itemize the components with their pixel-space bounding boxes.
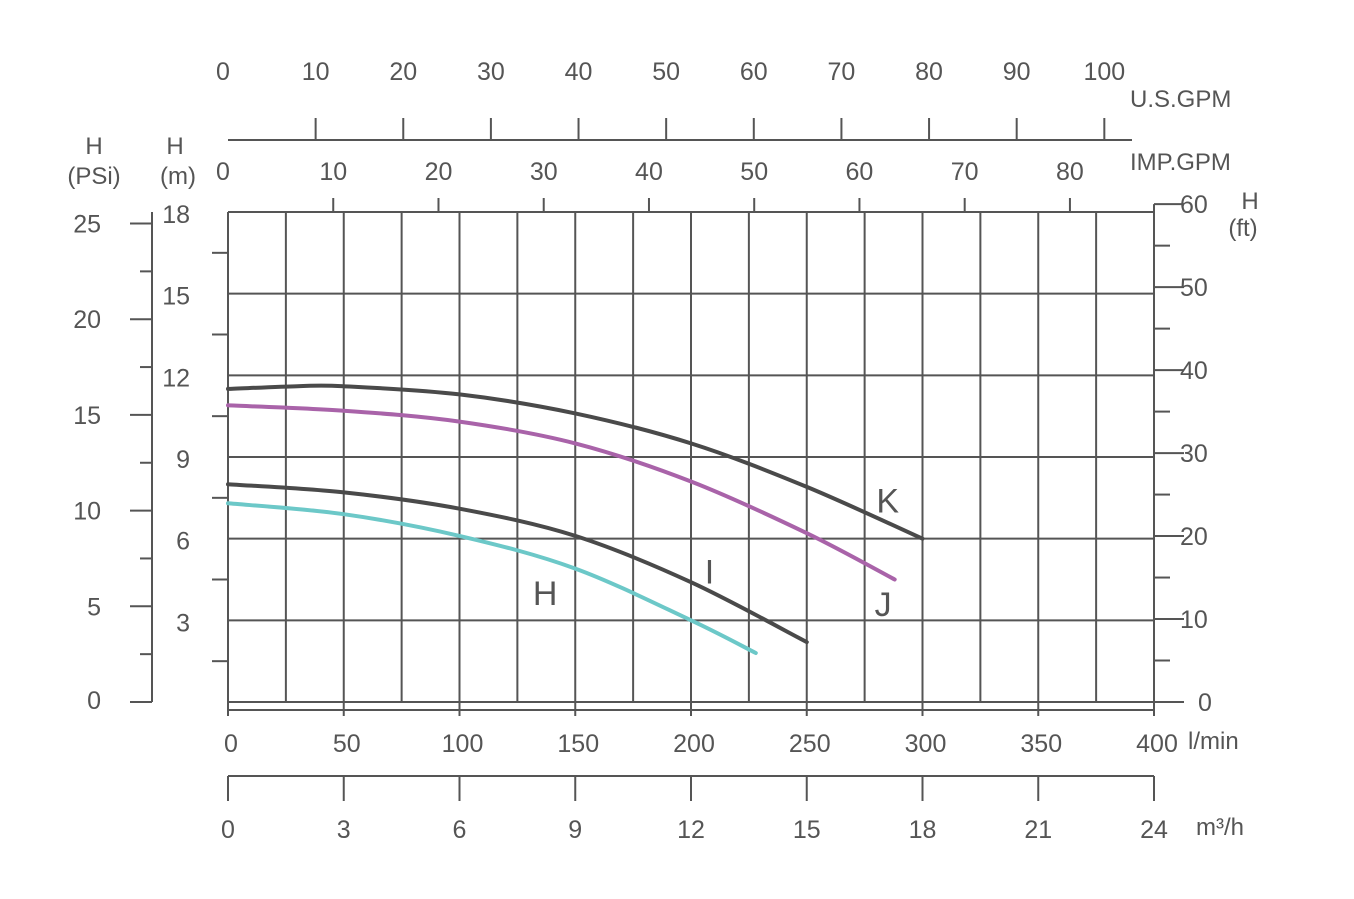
usgpm-tick-label: 10	[302, 58, 330, 86]
m3h-tick-label: 15	[793, 816, 821, 844]
m-tick-label: 12	[162, 364, 190, 392]
psi-tick-label: 20	[73, 306, 101, 334]
m-tick-label: 18	[162, 201, 190, 229]
lmin-tick-label: 250	[789, 730, 831, 758]
ft-tick-label: 60	[1180, 191, 1208, 219]
ft-tick-label: 20	[1180, 523, 1208, 551]
m3h-tick-label: 0	[221, 816, 235, 844]
grid	[227, 211, 1155, 703]
curve-label-i: I	[705, 553, 714, 591]
psi-tick-label: 15	[73, 402, 101, 430]
m-tick-label: 6	[176, 528, 190, 556]
lmin-tick-label: 150	[557, 730, 599, 758]
usgpm-tick-label: 0	[216, 58, 230, 86]
m3h-tick-label: 24	[1140, 816, 1168, 844]
curve-i	[226, 482, 809, 645]
usgpm-tick-label: 30	[477, 58, 505, 86]
usgpm-tick-label: 40	[565, 58, 593, 86]
m3h-tick-label: 3	[337, 816, 351, 844]
m3h-tick-label: 21	[1024, 816, 1052, 844]
psi-tick-label: 25	[73, 211, 101, 239]
lmin-tick-label: 0	[224, 730, 238, 758]
curve-k	[226, 383, 925, 541]
impgpm-tick-label: 0	[216, 158, 230, 186]
curve-label-k: K	[876, 483, 899, 521]
usgpm-tick-label: 100	[1083, 58, 1125, 86]
usgpm-tick-label: 60	[740, 58, 768, 86]
m-tick-label: 15	[162, 283, 190, 311]
impgpm-unit-label: IMP.GPM	[1130, 149, 1231, 176]
impgpm-tick-label: 60	[846, 158, 874, 186]
impgpm-tick-label: 70	[951, 158, 979, 186]
curve-j	[226, 403, 897, 582]
impgpm-tick-label: 40	[635, 158, 663, 186]
curve-label-j: J	[875, 586, 892, 624]
curves	[226, 383, 925, 655]
m3h-tick-label: 12	[677, 816, 705, 844]
ft-tick-label: 0	[1198, 689, 1212, 717]
psi-unit-label-line2: (PSi)	[67, 163, 120, 190]
m3h-tick-label: 6	[453, 816, 467, 844]
impgpm-tick-label: 80	[1056, 158, 1084, 186]
impgpm-tick-label: 20	[425, 158, 453, 186]
ft-tick-label: 30	[1180, 440, 1208, 468]
usgpm-tick-label: 50	[652, 58, 680, 86]
lmin-tick-label: 300	[905, 730, 947, 758]
usgpm-tick-label: 80	[915, 58, 943, 86]
m-tick-label: 9	[176, 446, 190, 474]
m-tick-label: 3	[176, 609, 190, 637]
lmin-tick-label: 350	[1020, 730, 1062, 758]
lmin-tick-label: 200	[673, 730, 715, 758]
curve-h	[226, 501, 758, 655]
lmin-tick-label: 50	[333, 730, 361, 758]
m-unit-label-line1: H	[166, 133, 183, 160]
usgpm-tick-label: 90	[1003, 58, 1031, 86]
axes	[130, 118, 1184, 801]
lmin-unit-label: l/min	[1188, 728, 1239, 755]
usgpm-tick-label: 20	[389, 58, 417, 86]
m-unit-label-line2: (m)	[160, 163, 196, 190]
impgpm-tick-label: 30	[530, 158, 558, 186]
usgpm-unit-label: U.S.GPM	[1130, 86, 1231, 113]
ft-unit-label-line1: H	[1241, 188, 1258, 215]
impgpm-tick-label: 50	[740, 158, 768, 186]
m3h-tick-label: 9	[568, 816, 582, 844]
psi-tick-label: 0	[87, 687, 101, 715]
ft-tick-label: 40	[1180, 357, 1208, 385]
ft-unit-label-line2: (ft)	[1228, 215, 1257, 242]
curve-label-h: H	[533, 575, 558, 613]
psi-tick-label: 10	[73, 498, 101, 526]
usgpm-tick-label: 70	[828, 58, 856, 86]
m3h-tick-label: 18	[909, 816, 937, 844]
m3h-unit-label: m³/h	[1196, 814, 1244, 841]
ft-tick-label: 50	[1180, 274, 1208, 302]
psi-tick-label: 5	[87, 593, 101, 621]
impgpm-tick-label: 10	[319, 158, 347, 186]
lmin-tick-label: 400	[1136, 730, 1178, 758]
psi-unit-label-line1: H	[85, 133, 102, 160]
ft-tick-label: 10	[1180, 606, 1208, 634]
lmin-tick-label: 100	[442, 730, 484, 758]
